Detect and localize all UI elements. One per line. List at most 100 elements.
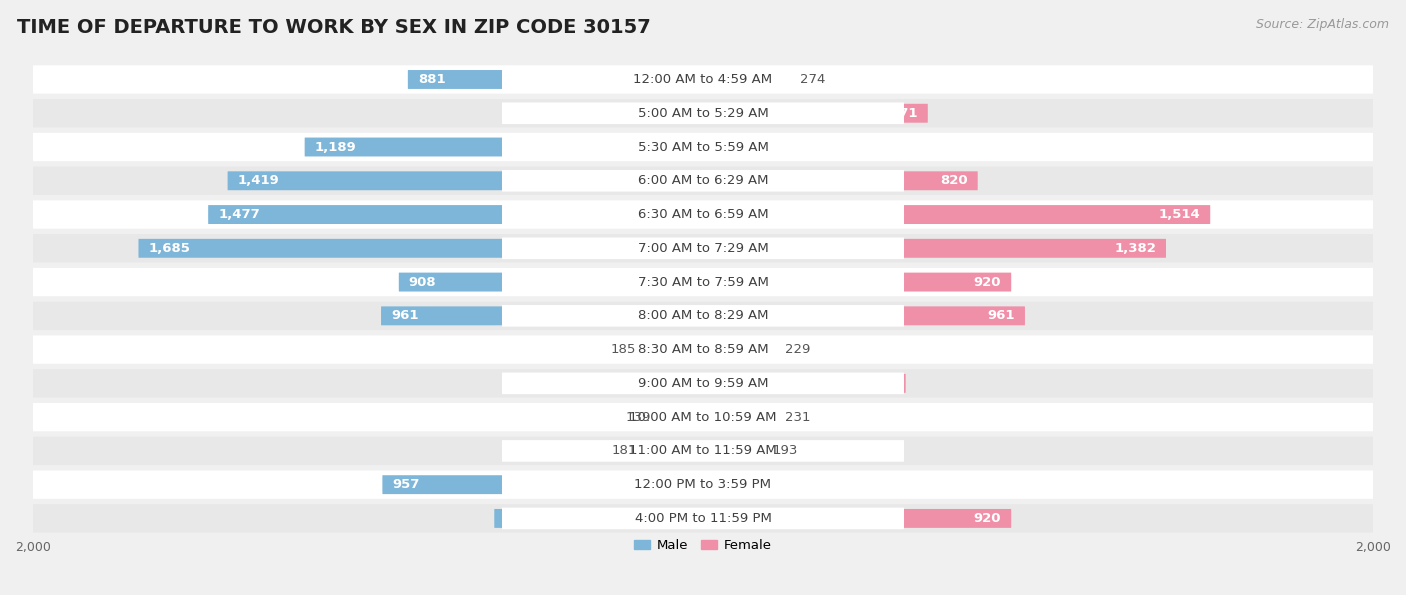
Text: 193: 193 xyxy=(773,444,799,458)
FancyBboxPatch shape xyxy=(502,305,904,327)
FancyBboxPatch shape xyxy=(703,104,928,123)
Text: 961: 961 xyxy=(391,309,419,322)
Text: 908: 908 xyxy=(409,275,436,289)
Text: 477: 477 xyxy=(553,377,581,390)
Text: 5:30 AM to 5:59 AM: 5:30 AM to 5:59 AM xyxy=(637,140,769,154)
FancyBboxPatch shape xyxy=(32,336,1374,364)
FancyBboxPatch shape xyxy=(510,104,703,123)
Text: 671: 671 xyxy=(890,107,918,120)
FancyBboxPatch shape xyxy=(32,471,1374,499)
Text: 957: 957 xyxy=(392,478,420,491)
FancyBboxPatch shape xyxy=(502,440,904,462)
Text: 6:00 AM to 6:29 AM: 6:00 AM to 6:29 AM xyxy=(638,174,768,187)
FancyBboxPatch shape xyxy=(138,239,703,258)
Text: 961: 961 xyxy=(987,309,1015,322)
FancyBboxPatch shape xyxy=(32,268,1374,296)
FancyBboxPatch shape xyxy=(502,237,904,259)
FancyBboxPatch shape xyxy=(408,70,703,89)
Text: 4:00 PM to 11:59 PM: 4:00 PM to 11:59 PM xyxy=(634,512,772,525)
Text: 11:00 AM to 11:59 AM: 11:00 AM to 11:59 AM xyxy=(628,444,778,458)
FancyBboxPatch shape xyxy=(32,167,1374,195)
FancyBboxPatch shape xyxy=(703,340,780,359)
Text: 6:30 AM to 6:59 AM: 6:30 AM to 6:59 AM xyxy=(638,208,768,221)
FancyBboxPatch shape xyxy=(502,406,904,428)
Text: 577: 577 xyxy=(520,107,547,120)
Text: 881: 881 xyxy=(418,73,446,86)
FancyBboxPatch shape xyxy=(502,136,904,158)
FancyBboxPatch shape xyxy=(32,99,1374,127)
Text: 12:00 AM to 4:59 AM: 12:00 AM to 4:59 AM xyxy=(634,73,772,86)
FancyBboxPatch shape xyxy=(703,70,794,89)
Text: Source: ZipAtlas.com: Source: ZipAtlas.com xyxy=(1256,18,1389,31)
Text: 181: 181 xyxy=(612,444,637,458)
FancyBboxPatch shape xyxy=(641,340,703,359)
FancyBboxPatch shape xyxy=(381,306,703,325)
FancyBboxPatch shape xyxy=(502,508,904,529)
Text: 920: 920 xyxy=(974,512,1001,525)
FancyBboxPatch shape xyxy=(32,65,1374,93)
FancyBboxPatch shape xyxy=(703,509,1011,528)
Legend: Male, Female: Male, Female xyxy=(628,534,778,557)
Text: 7:00 AM to 7:29 AM: 7:00 AM to 7:29 AM xyxy=(638,242,768,255)
FancyBboxPatch shape xyxy=(502,203,904,226)
FancyBboxPatch shape xyxy=(502,271,904,293)
FancyBboxPatch shape xyxy=(32,403,1374,431)
FancyBboxPatch shape xyxy=(32,504,1374,533)
Text: 10:00 AM to 10:59 AM: 10:00 AM to 10:59 AM xyxy=(630,411,776,424)
Text: 1,382: 1,382 xyxy=(1114,242,1156,255)
FancyBboxPatch shape xyxy=(502,68,904,90)
FancyBboxPatch shape xyxy=(32,201,1374,228)
Text: 12:00 PM to 3:59 PM: 12:00 PM to 3:59 PM xyxy=(634,478,772,491)
FancyBboxPatch shape xyxy=(703,273,1011,292)
FancyBboxPatch shape xyxy=(382,475,703,494)
Text: 5:00 AM to 5:29 AM: 5:00 AM to 5:29 AM xyxy=(638,107,768,120)
Text: 430: 430 xyxy=(810,478,837,491)
FancyBboxPatch shape xyxy=(32,234,1374,262)
FancyBboxPatch shape xyxy=(703,205,1211,224)
Text: 1,685: 1,685 xyxy=(149,242,190,255)
FancyBboxPatch shape xyxy=(32,302,1374,330)
FancyBboxPatch shape xyxy=(502,474,904,496)
FancyBboxPatch shape xyxy=(703,408,780,427)
FancyBboxPatch shape xyxy=(643,441,703,461)
Text: 8:30 AM to 8:59 AM: 8:30 AM to 8:59 AM xyxy=(638,343,768,356)
Text: 920: 920 xyxy=(974,275,1001,289)
FancyBboxPatch shape xyxy=(305,137,703,156)
Text: 1,189: 1,189 xyxy=(315,140,357,154)
Text: 605: 605 xyxy=(868,377,896,390)
FancyBboxPatch shape xyxy=(228,171,703,190)
FancyBboxPatch shape xyxy=(495,509,703,528)
Text: 820: 820 xyxy=(941,174,967,187)
Text: 7:30 AM to 7:59 AM: 7:30 AM to 7:59 AM xyxy=(637,275,769,289)
Text: 185: 185 xyxy=(610,343,636,356)
Text: 1,514: 1,514 xyxy=(1159,208,1201,221)
Text: 465: 465 xyxy=(821,140,849,154)
FancyBboxPatch shape xyxy=(703,306,1025,325)
FancyBboxPatch shape xyxy=(703,374,905,393)
FancyBboxPatch shape xyxy=(703,171,977,190)
FancyBboxPatch shape xyxy=(208,205,703,224)
Text: TIME OF DEPARTURE TO WORK BY SEX IN ZIP CODE 30157: TIME OF DEPARTURE TO WORK BY SEX IN ZIP … xyxy=(17,18,651,37)
Text: 231: 231 xyxy=(786,411,811,424)
FancyBboxPatch shape xyxy=(32,133,1374,161)
Text: 1,419: 1,419 xyxy=(238,174,280,187)
FancyBboxPatch shape xyxy=(703,239,1166,258)
FancyBboxPatch shape xyxy=(502,372,904,394)
FancyBboxPatch shape xyxy=(32,437,1374,465)
FancyBboxPatch shape xyxy=(543,374,703,393)
Text: 1,477: 1,477 xyxy=(218,208,260,221)
FancyBboxPatch shape xyxy=(502,102,904,124)
Text: 623: 623 xyxy=(505,512,531,525)
FancyBboxPatch shape xyxy=(703,475,846,494)
FancyBboxPatch shape xyxy=(502,339,904,361)
Text: 139: 139 xyxy=(626,411,651,424)
Text: 274: 274 xyxy=(800,73,825,86)
FancyBboxPatch shape xyxy=(399,273,703,292)
FancyBboxPatch shape xyxy=(32,369,1374,397)
FancyBboxPatch shape xyxy=(703,441,768,461)
Text: 9:00 AM to 9:59 AM: 9:00 AM to 9:59 AM xyxy=(638,377,768,390)
FancyBboxPatch shape xyxy=(657,408,703,427)
FancyBboxPatch shape xyxy=(703,137,859,156)
FancyBboxPatch shape xyxy=(502,170,904,192)
Text: 229: 229 xyxy=(785,343,810,356)
